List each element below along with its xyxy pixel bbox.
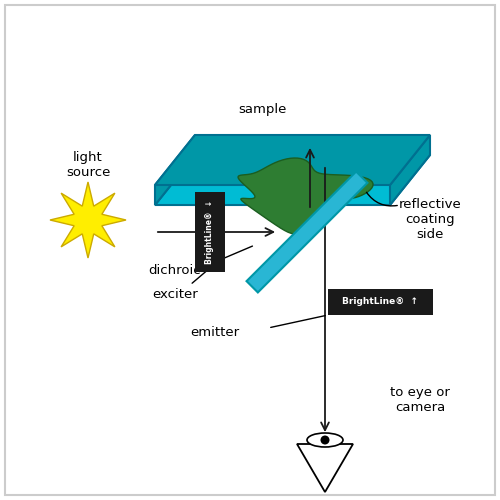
Polygon shape	[155, 155, 430, 205]
Polygon shape	[195, 192, 225, 272]
Text: to eye or
camera: to eye or camera	[390, 386, 450, 414]
Text: dichroic: dichroic	[148, 264, 202, 276]
Polygon shape	[50, 182, 126, 258]
Text: sample: sample	[238, 104, 286, 117]
Polygon shape	[390, 135, 430, 205]
Polygon shape	[238, 158, 373, 234]
Polygon shape	[155, 135, 430, 185]
Text: BrightLine®  ↑: BrightLine® ↑	[342, 298, 418, 306]
Text: emitter: emitter	[190, 326, 240, 338]
Polygon shape	[328, 289, 432, 315]
Ellipse shape	[307, 433, 343, 447]
Text: exciter: exciter	[152, 288, 198, 302]
Polygon shape	[155, 135, 195, 205]
Text: reflective
coating
side: reflective coating side	[398, 198, 462, 242]
Circle shape	[320, 436, 330, 444]
Polygon shape	[297, 444, 353, 492]
Text: BrightLine®  ↓: BrightLine® ↓	[206, 200, 214, 264]
Text: light
source: light source	[66, 151, 110, 179]
Polygon shape	[246, 172, 368, 292]
